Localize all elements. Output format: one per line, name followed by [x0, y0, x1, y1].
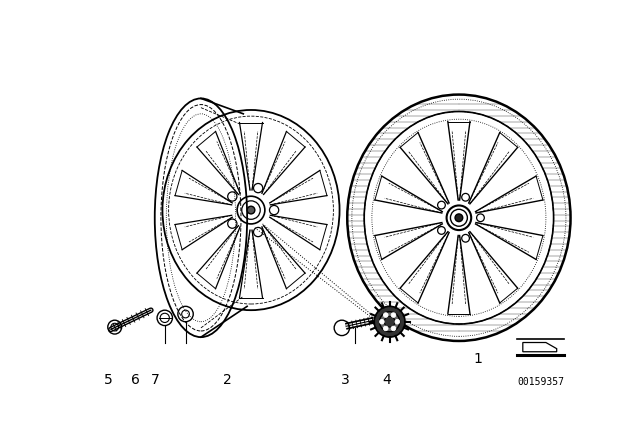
- Text: 5: 5: [104, 373, 113, 387]
- Ellipse shape: [247, 206, 255, 214]
- Ellipse shape: [455, 214, 463, 222]
- Text: 4: 4: [383, 373, 392, 387]
- Ellipse shape: [374, 306, 405, 337]
- Text: 3: 3: [341, 373, 349, 387]
- Ellipse shape: [391, 313, 396, 317]
- Ellipse shape: [391, 326, 396, 331]
- Ellipse shape: [384, 316, 395, 327]
- Ellipse shape: [380, 312, 399, 332]
- Text: 7: 7: [151, 373, 160, 387]
- Text: 1: 1: [474, 352, 483, 366]
- Text: 6: 6: [131, 373, 140, 387]
- Ellipse shape: [383, 326, 388, 331]
- Ellipse shape: [380, 319, 384, 324]
- Text: 2: 2: [223, 373, 231, 387]
- Ellipse shape: [383, 313, 388, 317]
- Text: 00159357: 00159357: [518, 377, 564, 387]
- Ellipse shape: [395, 319, 399, 324]
